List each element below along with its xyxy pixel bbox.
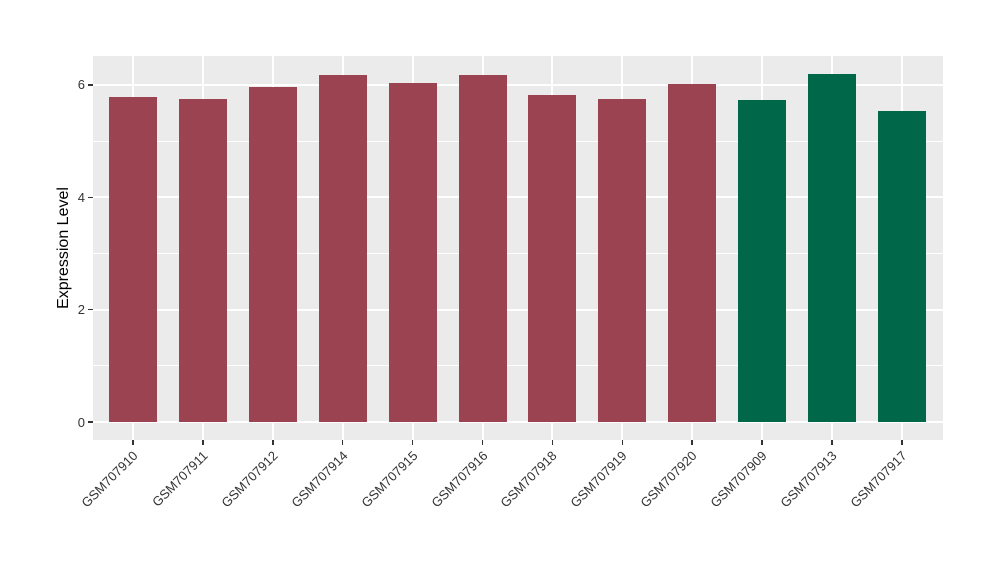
x-tick-mark <box>272 440 274 445</box>
gridline-minor <box>93 252 943 254</box>
expression-bar-GSM707920 <box>668 83 717 422</box>
expression-bar-GSM707909 <box>738 99 787 422</box>
x-tick-label: GSM707916 <box>427 448 491 511</box>
expression-bar-GSM707911 <box>178 99 227 422</box>
gridline-major <box>93 421 943 423</box>
y-tick-label: 4 <box>77 189 85 205</box>
gridline-major <box>93 308 943 311</box>
y-tick-label: 2 <box>77 302 85 318</box>
x-tick-label: GSM707918 <box>497 448 560 511</box>
x-tick-label: GSM707910 <box>78 448 141 511</box>
expression-bar-GSM707913 <box>808 74 856 422</box>
x-tick-label: GSM707914 <box>288 448 351 511</box>
x-tick-label: GSM707919 <box>567 448 630 511</box>
x-tick-label: GSM707911 <box>148 448 211 510</box>
x-tick-mark <box>901 440 903 445</box>
gridline-minor <box>93 365 943 367</box>
expression-bar-GSM707919 <box>598 99 647 422</box>
y-tick-label: 0 <box>77 414 85 430</box>
x-tick-mark <box>691 440 693 445</box>
plot-panel <box>93 56 943 440</box>
x-tick-mark <box>481 440 484 445</box>
x-tick-mark <box>411 440 414 445</box>
x-tick-mark <box>132 440 134 445</box>
expression-bar-GSM707910 <box>109 97 157 422</box>
gridline-major <box>93 83 943 86</box>
x-tick-label: GSM707917 <box>847 448 910 511</box>
expression-bar-GSM707918 <box>528 94 577 422</box>
x-tick-label: GSM707920 <box>637 448 700 511</box>
expression-bar-GSM707914 <box>318 74 367 422</box>
gridline-major <box>93 196 943 199</box>
y-axis-title-text: Expression Level <box>55 187 72 309</box>
x-tick-mark <box>761 440 763 445</box>
x-tick-label: GSM707909 <box>707 448 770 511</box>
x-tick-mark <box>341 440 344 445</box>
x-tick-mark <box>621 440 624 445</box>
x-tick-mark <box>551 440 554 445</box>
expression-bar-GSM707915 <box>388 83 437 422</box>
expression-bar-GSM707917 <box>877 111 926 422</box>
x-tick-mark <box>831 440 833 445</box>
y-tick-mark <box>88 421 93 423</box>
x-tick-label: GSM707912 <box>218 448 281 511</box>
x-tick-label: GSM707913 <box>777 448 840 511</box>
expression-bar-GSM707912 <box>248 87 297 422</box>
y-tick-mark <box>88 308 93 311</box>
expression-bar-GSM707916 <box>458 74 507 422</box>
x-tick-mark <box>202 440 204 445</box>
x-tick-label: GSM707915 <box>357 448 421 511</box>
y-tick-mark <box>88 196 93 199</box>
y-tick-label: 6 <box>77 77 85 93</box>
y-tick-mark <box>88 84 93 86</box>
gridline-minor <box>93 140 943 142</box>
